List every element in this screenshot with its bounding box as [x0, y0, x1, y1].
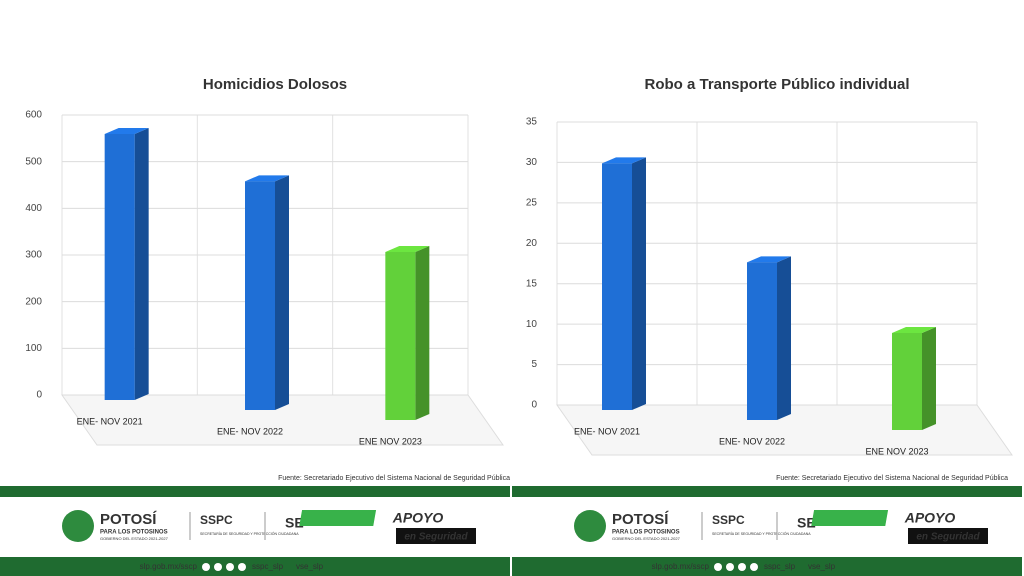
- y-tick-label: 0: [36, 390, 42, 401]
- social-icon: [750, 563, 758, 571]
- handle: vse_slp: [296, 562, 324, 571]
- y-tick-label: 15: [526, 278, 538, 289]
- social-icon: [714, 563, 722, 571]
- apoyo-sub-bg: [396, 528, 476, 544]
- web: slp.gob.mx/sscp: [140, 562, 198, 571]
- brand: POTOSÍ: [100, 511, 157, 528]
- logo-icon: [62, 510, 94, 542]
- footer-band-bottom: [0, 557, 510, 576]
- se: SE: [797, 515, 816, 531]
- social-icon: [214, 563, 222, 571]
- se: SE: [285, 515, 304, 531]
- bar-top: [245, 175, 289, 182]
- sspc-sub: SECRETARÍA DE SEGURIDAD Y PROTECCIÓN CIU…: [200, 531, 299, 536]
- y-tick-label: 30: [526, 157, 538, 168]
- bar: [104, 134, 135, 400]
- brand: POTOSÍ: [612, 511, 669, 528]
- chart-title: Homicidios Dolosos: [203, 76, 347, 93]
- y-tick-label: 25: [526, 197, 538, 208]
- y-tick-label: 200: [25, 296, 42, 307]
- bar-top: [747, 256, 791, 263]
- bar: [892, 332, 922, 430]
- handle: sspc_slp: [764, 562, 796, 571]
- social-icon: [226, 563, 234, 571]
- footer-band-top: [0, 486, 510, 497]
- x-tick-label: ENE NOV 2023: [865, 446, 928, 456]
- sspc-sub: SECRETARÍA DE SEGURIDAD Y PROTECCIÓN CIU…: [712, 531, 811, 536]
- bar-side: [275, 175, 289, 410]
- bar: [602, 163, 632, 410]
- handle: vse_slp: [808, 562, 836, 571]
- x-tick-label: ENE NOV 2023: [359, 436, 422, 446]
- sspc: SSPC: [200, 513, 233, 527]
- logo-icon: [574, 510, 606, 542]
- bar-side: [632, 157, 646, 410]
- apoyo: APOYO: [392, 510, 444, 526]
- bar: [747, 262, 777, 420]
- source: Fuente: Secretariado Ejecutivo del Siste…: [278, 475, 510, 482]
- footer-band-top: [512, 486, 1022, 497]
- y-tick-label: 500: [25, 156, 42, 167]
- bar-top: [892, 326, 936, 333]
- brand-sub: PARA LOS POTOSINOS: [612, 530, 680, 536]
- bar-top: [602, 157, 646, 164]
- apoyo: APOYO: [904, 510, 956, 526]
- bar-top: [385, 246, 430, 252]
- social-icon: [202, 563, 210, 571]
- bar-side: [922, 326, 936, 430]
- sspc: SSPC: [712, 513, 745, 527]
- social-icon: [238, 563, 246, 571]
- y-tick-label: 300: [25, 250, 42, 261]
- brand-gov: GOBIERNO DEL ESTADO 2021-2027: [612, 536, 681, 541]
- handle: sspc_slp: [252, 562, 284, 571]
- y-tick-label: 20: [526, 238, 538, 249]
- y-tick-label: 35: [526, 117, 538, 128]
- source: Fuente: Secretariado Ejecutivo del Siste…: [776, 475, 1008, 482]
- y-tick-label: 100: [25, 343, 42, 354]
- brand-gov: GOBIERNO DEL ESTADO 2021-2027: [100, 536, 169, 541]
- social-icon: [726, 563, 734, 571]
- apoyo-sub: en Seguridad: [404, 532, 468, 543]
- bar-side: [777, 256, 791, 420]
- y-tick-label: 10: [526, 319, 538, 330]
- chart-title: Robo a Transporte Público individual: [644, 76, 909, 93]
- x-tick-label: ENE- NOV 2021: [574, 426, 640, 436]
- brand-sub: PARA LOS POTOSINOS: [100, 530, 168, 536]
- y-tick-label: 600: [25, 110, 42, 121]
- y-tick-label: 400: [25, 203, 42, 214]
- y-tick-label: 5: [531, 359, 537, 370]
- apoyo-bg: [299, 510, 377, 526]
- y-tick-label: 0: [531, 400, 537, 411]
- footer-band-bottom: [512, 557, 1022, 576]
- bar-top: [104, 128, 149, 134]
- apoyo-sub-bg: [908, 528, 988, 544]
- bar: [385, 252, 416, 420]
- web: slp.gob.mx/sscp: [652, 562, 710, 571]
- bar-side: [134, 128, 149, 400]
- x-tick-label: ENE- NOV 2022: [217, 426, 283, 436]
- apoyo-bg: [811, 510, 889, 526]
- x-tick-label: ENE- NOV 2022: [719, 436, 785, 446]
- bar: [245, 181, 275, 410]
- bar-side: [415, 246, 430, 420]
- social-icon: [738, 563, 746, 571]
- x-tick-label: ENE- NOV 2021: [77, 416, 143, 426]
- apoyo-sub: en Seguridad: [916, 532, 980, 543]
